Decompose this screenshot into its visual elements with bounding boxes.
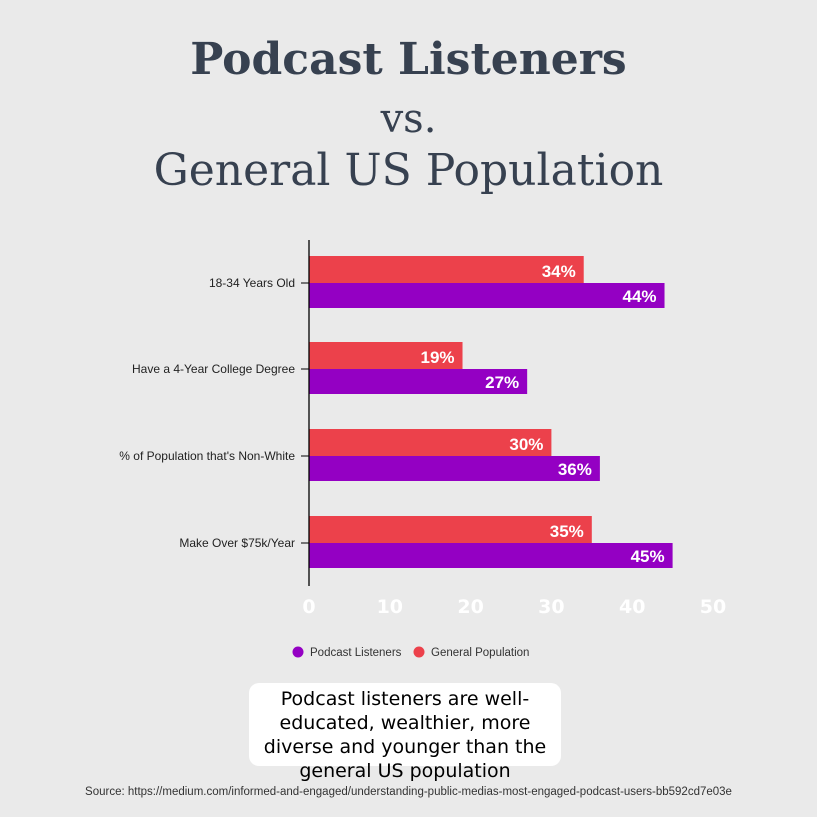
bar-general-population xyxy=(309,429,552,456)
bar-podcast-listeners xyxy=(309,543,673,568)
x-tick-label: 0 xyxy=(302,596,315,618)
bar-general-population xyxy=(309,342,463,369)
x-tick-label: 20 xyxy=(457,596,483,618)
y-tick-label: Make Over $75k/Year xyxy=(179,536,295,550)
x-tick-label: 10 xyxy=(377,596,403,618)
bar-label: 35% xyxy=(550,522,584,541)
legend-marker xyxy=(413,646,425,658)
bar-podcast-listeners xyxy=(309,456,600,481)
bar-podcast-listeners xyxy=(309,283,665,308)
y-tick-label: % of Population that's Non-White xyxy=(119,449,295,463)
source-text: Source: https://medium.com/informed-and-… xyxy=(85,786,732,798)
x-tick-label: 30 xyxy=(538,596,564,618)
x-tick-label: 40 xyxy=(619,596,645,618)
summary-note: Podcast listeners are well-educated, wea… xyxy=(249,683,561,782)
title-line-2: vs. xyxy=(380,96,437,142)
bar-label: 45% xyxy=(631,547,665,566)
bar-general-population xyxy=(309,256,584,283)
bar-label: 36% xyxy=(558,460,592,479)
legend-label: Podcast Listeners xyxy=(310,647,402,659)
bar-label: 34% xyxy=(542,262,576,281)
y-tick-label: Have a 4-Year College Degree xyxy=(132,362,295,376)
bar-label: 30% xyxy=(509,435,543,454)
title-line-1: Podcast Listeners xyxy=(190,34,627,85)
bar-label: 19% xyxy=(420,348,454,367)
legend-label: General Population xyxy=(431,647,529,659)
x-tick-label: 50 xyxy=(700,596,726,618)
bar-podcast-listeners xyxy=(309,369,528,394)
legend-marker xyxy=(292,646,304,658)
bar-label: 27% xyxy=(485,373,519,392)
bar-label: 44% xyxy=(622,287,656,306)
bar-general-population xyxy=(309,516,592,543)
title-line-3: General US Population xyxy=(153,145,664,196)
y-tick-label: 18-34 Years Old xyxy=(209,276,295,290)
